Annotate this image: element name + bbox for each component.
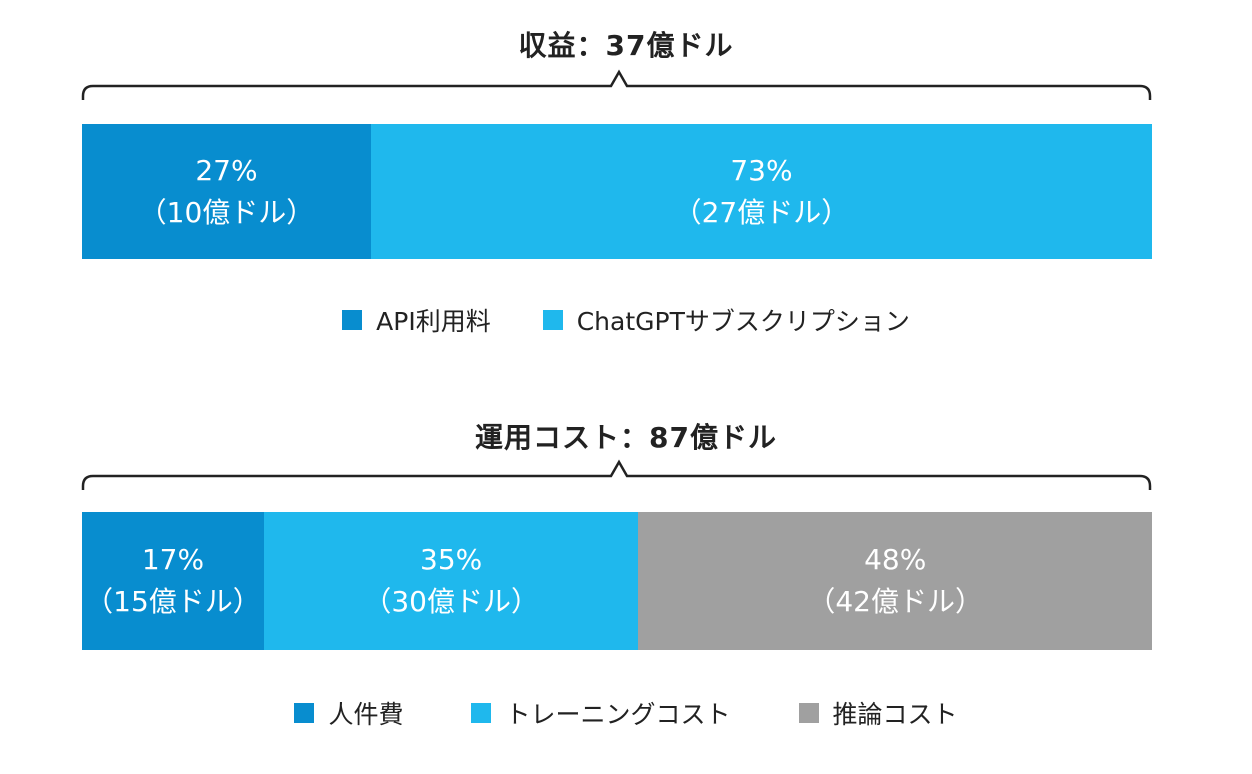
revenue-legend-swatch (342, 310, 363, 330)
operating-cost-segment-value-label: （15億ドル） (85, 585, 261, 618)
revenue-legend-item: API利用料 (342, 302, 491, 338)
revenue-bar-segment: 27% （10億ドル） (82, 124, 371, 259)
revenue-legend-label: API利用料 (376, 307, 491, 336)
revenue-brace (81, 69, 1152, 100)
operating-cost-segment-percent-label: 35% (420, 543, 483, 576)
revenue-segment-percent-label: 27% (195, 153, 258, 187)
operating-cost-brace (81, 459, 1152, 490)
operating-cost-segment-percent-label: 48% (864, 543, 927, 576)
operating-cost-legend-swatch (294, 703, 315, 723)
operating-cost-legend-item: 人件費 (294, 695, 403, 731)
operating-cost-legend: 人件費 トレーニングコスト 推論コスト (0, 695, 1252, 731)
revenue-legend-item: ChatGPTサブスクリプション (542, 302, 910, 338)
operating-cost-chart-title: 運用コスト：87億ドル (475, 421, 777, 454)
operating-cost-legend-item: 推論コスト (798, 695, 958, 731)
operating-cost-bar-segment: 35% （30億ドル） (263, 512, 639, 650)
revenue-legend-label: ChatGPTサブスクリプション (576, 307, 910, 336)
operating-cost-bar-segment: 17% （15億ドル） (82, 512, 264, 650)
revenue-legend-swatch (542, 310, 563, 330)
operating-cost-segment-value-label: （42億ドル） (807, 585, 983, 618)
operating-cost-brace-path (81, 459, 1152, 490)
operating-cost-legend-swatch (798, 703, 819, 723)
operating-cost-legend-label: 人件費 (328, 700, 404, 729)
revenue-legend: API利用料 ChatGPTサブスクリプション (0, 302, 1252, 338)
operating-cost-segment-percent-label: 17% (141, 543, 205, 576)
revenue-segment-percent-label: 73% (730, 153, 793, 187)
revenue-brace-path (81, 69, 1152, 100)
operating-cost-stacked-bar: 17% （15億ドル） 35% （30億ドル） 48% （42億ドル） (82, 512, 1152, 650)
operating-cost-legend-swatch (471, 703, 492, 723)
revenue-segment-value-label: （10億ドル） (138, 195, 315, 229)
revenue-bar-segment: 73% （27億ドル） (370, 124, 1152, 259)
revenue-segment-value-label: （27億ドル） (673, 195, 850, 229)
operating-cost-bar-segment: 48% （42億ドル） (638, 512, 1152, 650)
revenue-chart-title: 収益：37億ドル (518, 29, 734, 62)
operating-cost-legend-label: 推論コスト (832, 700, 958, 729)
revenue-stacked-bar: 27% （10億ドル） 73% （27億ドル） (82, 124, 1152, 259)
revenue-chart: 収益：37億ドル 27% （10億ドル） 73% （27億ドル） API利用料 Chat… (0, 29, 1252, 338)
operating-cost-legend-label: トレーニングコスト (505, 700, 731, 729)
operating-cost-legend-item: トレーニングコスト (471, 695, 731, 731)
operating-cost-chart: 運用コスト：87億ドル 17% （15億ドル） 35% （30億ドル） 48% （42億ド… (0, 390, 1252, 774)
operating-cost-segment-value-label: （30億ドル） (363, 585, 539, 618)
